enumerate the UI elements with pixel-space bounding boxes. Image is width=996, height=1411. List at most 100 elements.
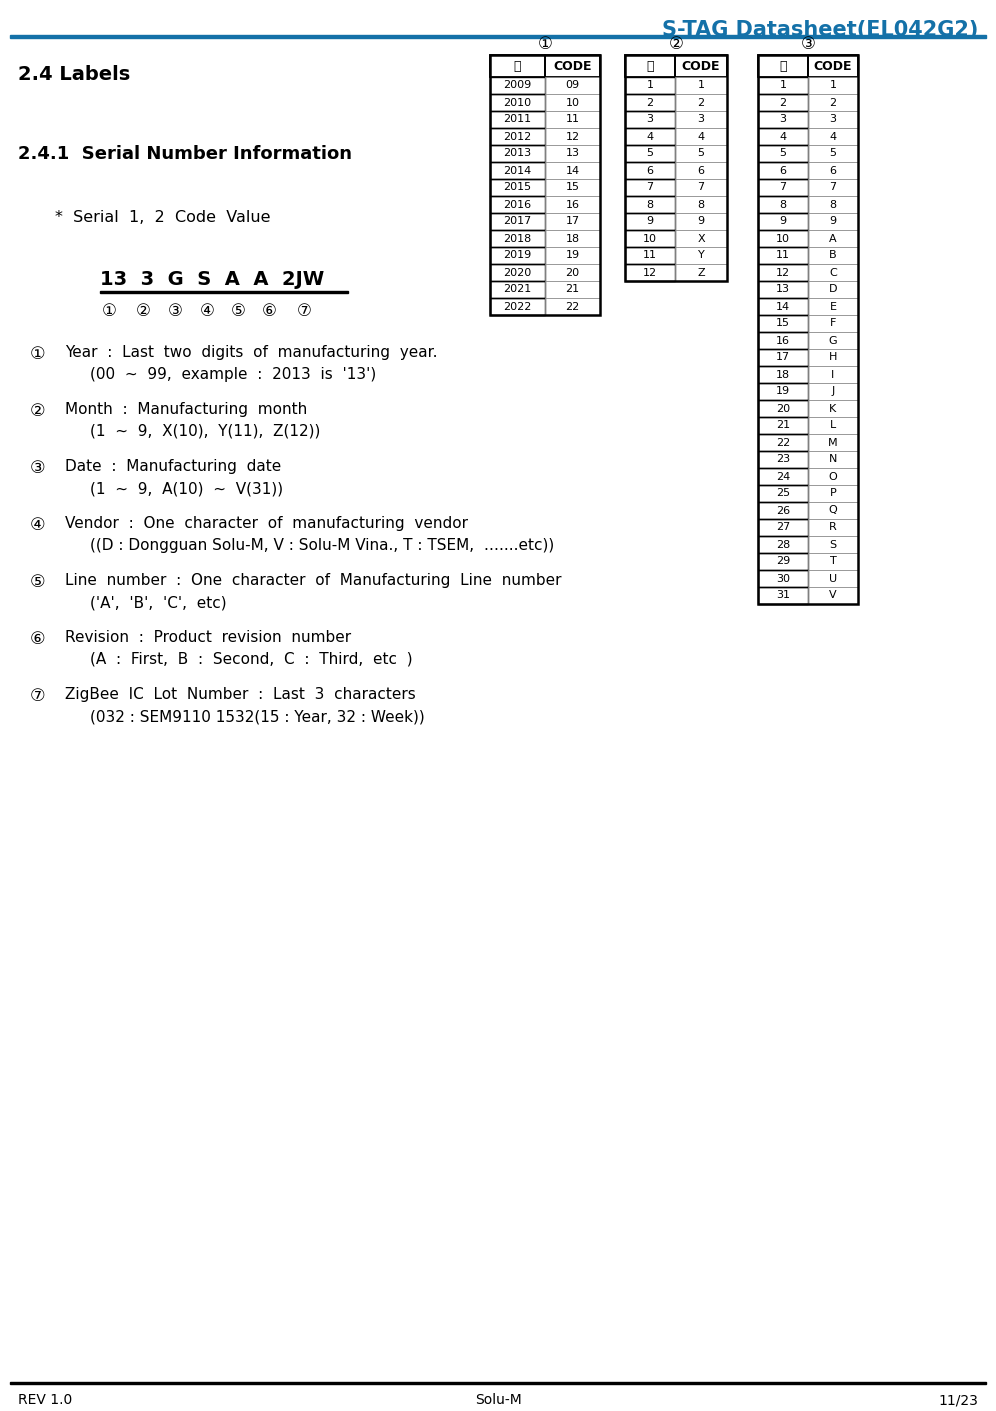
Text: (1  ~  9,  A(10)  ~  V(31)): (1 ~ 9, A(10) ~ V(31)) [90,481,283,497]
Bar [490,95,545,111]
Text: 2020: 2020 [503,268,532,278]
Text: 4: 4 [780,131,787,141]
Bar [625,179,675,196]
Bar [808,213,858,230]
Bar [545,298,600,315]
Text: 2015: 2015 [503,182,532,192]
Text: I: I [832,370,835,380]
Text: 3: 3 [780,114,787,124]
Text: Vendor  :  One  character  of  manufacturing  vendor: Vendor : One character of manufacturing … [65,516,468,531]
Bar [758,145,808,162]
Bar [808,179,858,196]
Text: 년: 년 [514,59,521,72]
Bar [808,55,858,78]
Bar [808,502,858,519]
Text: 3: 3 [646,114,653,124]
Text: 17: 17 [776,353,790,363]
Bar [808,519,858,536]
Bar [625,128,675,145]
Text: F: F [830,319,837,329]
Text: 6: 6 [830,165,837,175]
Bar [808,78,858,95]
Text: 21: 21 [776,420,790,430]
Text: (032 : SEM9110 1532(15 : Year, 32 : Week)): (032 : SEM9110 1532(15 : Year, 32 : Week… [90,708,424,724]
Bar [490,281,545,298]
Text: 9: 9 [697,216,704,227]
Bar [490,145,545,162]
Text: 6: 6 [780,165,787,175]
Text: 5: 5 [646,148,653,158]
Text: 4: 4 [697,131,704,141]
Text: 13: 13 [776,285,790,295]
Bar [758,418,808,435]
Text: ZigBee  IC  Lot  Number  :  Last  3  characters: ZigBee IC Lot Number : Last 3 characters [65,687,415,703]
Bar [490,247,545,264]
Text: 17: 17 [566,216,580,227]
Bar [808,553,858,570]
Text: M: M [829,437,838,447]
Bar [545,196,600,213]
Bar [625,264,675,281]
Text: 22: 22 [776,437,790,447]
Text: 2: 2 [780,97,787,107]
Bar [675,196,727,213]
Bar [808,196,858,213]
Text: T: T [830,556,837,566]
Text: 2009: 2009 [503,80,532,90]
Text: 3: 3 [697,114,704,124]
Text: 18: 18 [566,233,580,244]
Bar [625,230,675,247]
Bar [758,264,808,281]
Bar [758,485,808,502]
Text: 14: 14 [566,165,580,175]
Text: L: L [830,420,836,430]
Text: S-TAG Datasheet(EL042G2): S-TAG Datasheet(EL042G2) [661,20,978,40]
Text: 2018: 2018 [503,233,532,244]
Bar [758,587,808,604]
Bar [758,55,858,604]
Bar [758,468,808,485]
Text: ⑥: ⑥ [262,302,277,320]
Bar [758,349,808,365]
Bar [545,128,600,145]
Bar [490,213,545,230]
Bar [625,111,675,128]
Text: K: K [830,404,837,413]
Bar [808,365,858,382]
Bar [490,111,545,128]
Bar [545,281,600,298]
Bar [625,95,675,111]
Text: 6: 6 [646,165,653,175]
Bar [625,78,675,95]
Bar [758,213,808,230]
Bar [545,78,600,95]
Text: (00  ~  99,  example  :  2013  is  '13'): (00 ~ 99, example : 2013 is '13') [90,367,376,382]
Bar [758,519,808,536]
Text: Revision  :  Product  revision  number: Revision : Product revision number [65,629,352,645]
Bar [758,78,808,95]
Text: 29: 29 [776,556,790,566]
Bar [758,399,808,418]
Text: 21: 21 [566,285,580,295]
Text: 13: 13 [566,148,580,158]
Text: 18: 18 [776,370,790,380]
Bar [808,281,858,298]
Text: CODE: CODE [553,59,592,72]
Text: 11: 11 [566,114,580,124]
Bar [808,162,858,179]
Bar [625,247,675,264]
Text: 22: 22 [566,302,580,312]
Text: J: J [832,387,835,396]
Text: 12: 12 [566,131,580,141]
Text: 19: 19 [566,251,580,261]
Bar [625,196,675,213]
Text: 10: 10 [566,97,580,107]
Text: 4: 4 [646,131,653,141]
Text: ('A',  'B',  'C',  etc): ('A', 'B', 'C', etc) [90,595,227,610]
Bar [490,78,545,95]
Text: 1: 1 [780,80,787,90]
Text: 7: 7 [830,182,837,192]
Bar [10,1381,986,1384]
Bar [808,468,858,485]
Bar [808,452,858,468]
